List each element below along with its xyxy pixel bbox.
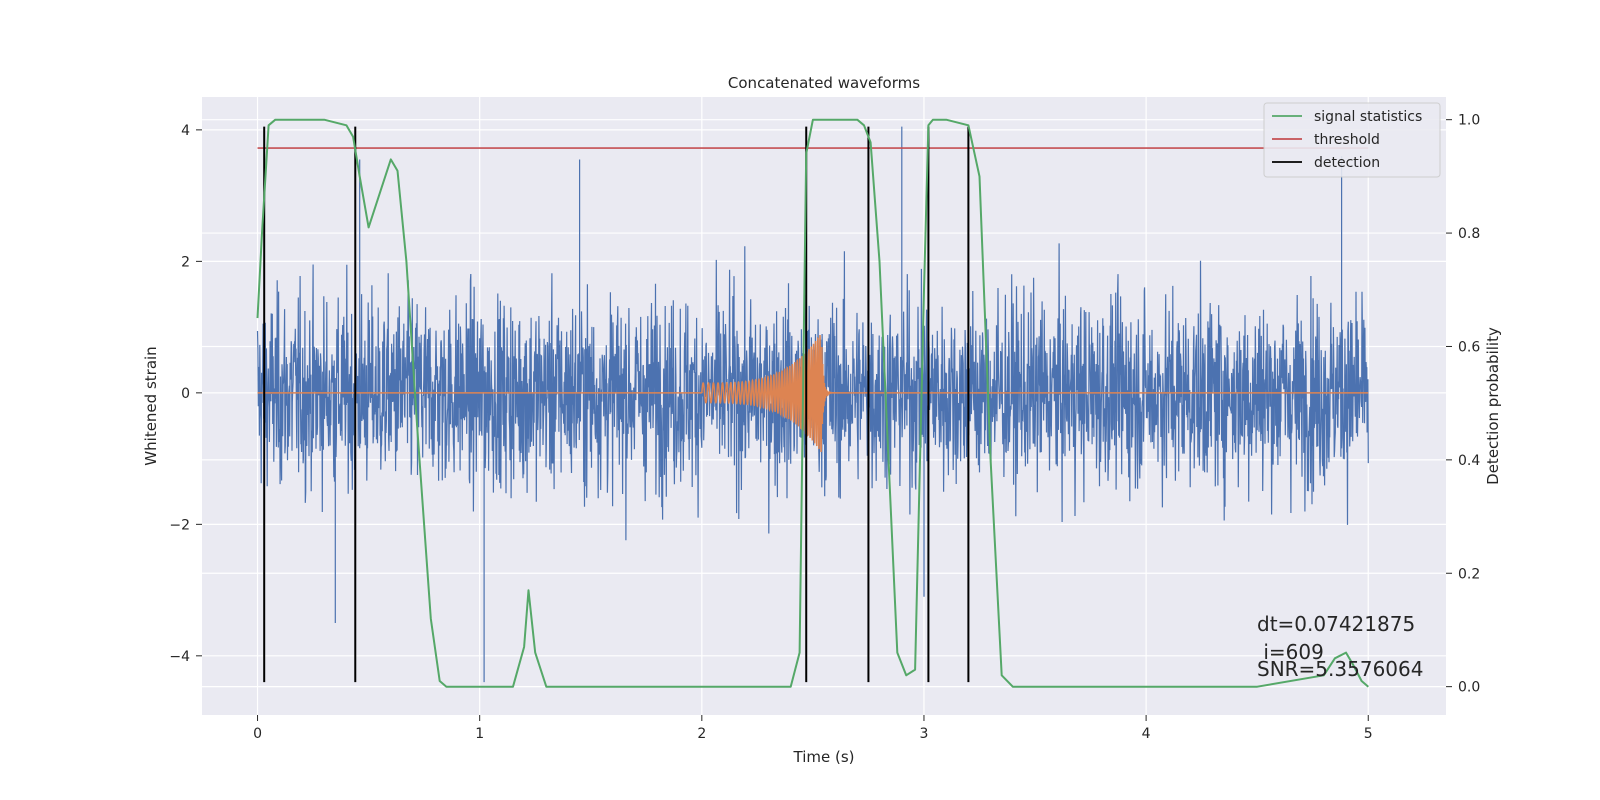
y-right-tick-label: 0.8 [1458,226,1480,242]
annotation-snr: SNR=5.3576064 [1257,657,1423,681]
y-tick-label: 2 [181,254,190,270]
y-tick-label: −2 [169,517,190,533]
x-axis-label: Time (s) [793,748,855,766]
x-tick-label: 1 [475,726,484,742]
x-tick-label: 0 [253,726,262,742]
legend-label-detection: detection [1314,155,1380,171]
legend: signal statistics threshold detection [1263,102,1441,178]
chart-title: Concatenated waveforms [728,74,920,92]
annotation-i: i=609 [1257,640,1324,664]
y-axis-right: 0.0 0.2 0.4 0.6 0.8 1.0 [1446,113,1480,696]
legend-label-signal-statistics: signal statistics [1314,109,1422,125]
signal-statistics-line [256,118,1369,688]
x-tick-label: 3 [920,726,929,742]
y-right-tick-label: 0.4 [1458,453,1480,469]
y-axis-left: −4 −2 0 2 4 [169,123,202,665]
y-right-tick-label: 0.6 [1458,339,1480,355]
x-axis: 0 1 2 3 4 5 [253,715,1373,742]
y-axis-label: Whitened strain [142,346,160,465]
annotation-dt: dt=0.07421875 [1257,612,1415,636]
y-tick-label: 0 [181,386,190,402]
template-line [257,334,1369,453]
legend-box [1263,102,1441,178]
x-tick-label: 5 [1364,726,1373,742]
x-tick-label: 4 [1142,726,1151,742]
y-axis-right-label: Detection probability [1484,327,1502,485]
y-right-tick-label: 0.0 [1458,680,1480,696]
template-series [257,334,1369,453]
y-tick-label: 4 [181,123,190,139]
signal-statistics-series [256,118,1369,688]
y-tick-label: −4 [169,649,190,665]
y-right-tick-label: 1.0 [1458,113,1480,129]
y-right-tick-label: 0.2 [1458,566,1480,582]
legend-label-threshold: threshold [1314,132,1380,148]
x-tick-label: 2 [697,726,706,742]
